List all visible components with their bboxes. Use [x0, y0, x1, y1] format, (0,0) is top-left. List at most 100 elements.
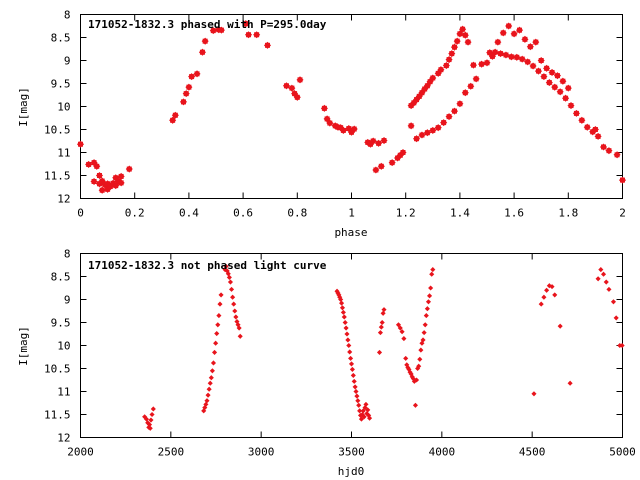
phased-data-point-core: [349, 129, 354, 135]
phased-data-point-core: [105, 181, 111, 187]
phased-y-tick-label: 9: [64, 55, 71, 68]
unphased-data-point: [212, 349, 218, 355]
phased-x-axis-label: phase: [334, 226, 367, 239]
phased-data-point-core: [289, 85, 295, 91]
phased-data-point-core: [408, 103, 414, 109]
unphased-data-point: [149, 411, 155, 418]
unphased-x-ticks: 2000 2500 3000 3500 4000 4500 5000: [67, 253, 636, 459]
phased-data-point-core: [441, 120, 447, 126]
phased-data-point-core: [118, 173, 124, 179]
phased-data-point-core: [573, 110, 579, 116]
unphased-data-point: [397, 325, 403, 331]
phased-data-point-core: [427, 79, 433, 85]
phased-chart-panel: 8 8.5 9 9.5 10 10.5 11 11.5 12 0 0.2 0.4 0.6 0.8 1 1.2…: [17, 9, 627, 239]
unphased-data-point: [421, 330, 427, 336]
phased-data-point-core: [503, 52, 509, 58]
phased-data-point-core: [389, 160, 395, 166]
phased-data-point-core: [560, 78, 566, 84]
phased-data-point-core: [283, 83, 289, 89]
unphased-data-point: [148, 417, 154, 423]
phased-data-point-core: [549, 69, 555, 75]
unphased-data-point: [600, 271, 607, 277]
unphased-data-point: [418, 347, 424, 353]
unphased-x-tick-label: 3000: [248, 446, 275, 459]
phased-data-point-core: [535, 68, 541, 74]
unphased-y-tick-label: 11.5: [44, 409, 71, 422]
phased-data-point-core: [511, 31, 517, 37]
phased-data-point-core: [324, 116, 330, 122]
phased-data-point-core: [172, 112, 178, 118]
phased-data-point-core: [78, 141, 83, 147]
phased-data-point-core: [522, 36, 528, 42]
unphased-data-point: [225, 271, 231, 277]
phased-data-point-core: [86, 161, 92, 167]
unphased-data-point: [416, 363, 422, 369]
phased-data-point-core: [118, 180, 124, 186]
unphased-data-point: [427, 293, 433, 299]
phased-data-point-core: [552, 84, 558, 90]
unphased-data-point: [380, 310, 386, 316]
phased-y-tick-label: 11: [57, 147, 70, 160]
phased-data-point-core: [297, 77, 303, 83]
phased-data-point-core: [400, 150, 406, 155]
unphased-data-point: [428, 285, 434, 291]
phased-data-point-core: [527, 44, 533, 50]
unphased-data-point: [357, 408, 363, 414]
phased-data-point-core: [397, 152, 403, 158]
phased-data-point-core: [243, 21, 249, 27]
phased-data-point-core: [424, 130, 430, 136]
phased-data-point-core: [470, 62, 476, 68]
phased-x-tick-label: 1.8: [558, 207, 578, 220]
unphased-data-point: [595, 276, 601, 282]
phased-data-point-core: [538, 58, 544, 63]
phased-data-points: [76, 20, 627, 194]
unphased-data-point: [413, 377, 420, 383]
unphased-y-tick-label: 9.5: [51, 317, 71, 330]
unphased-data-point: [355, 398, 361, 404]
unphased-data-point: [150, 406, 156, 412]
phased-data-point-core: [351, 126, 357, 132]
phased-data-point-core: [519, 56, 525, 62]
phased-data-point-core: [435, 70, 441, 76]
unphased-data-point: [146, 422, 153, 428]
phased-data-point-core: [500, 30, 506, 36]
phased-data-point-core: [395, 155, 401, 161]
phased-data-point-core: [113, 175, 119, 181]
phased-data-point-core: [430, 75, 436, 81]
phased-data-point-core: [367, 141, 373, 147]
unphased-data-point: [352, 384, 358, 390]
phased-data-point-core: [606, 148, 612, 154]
phased-data-point-core: [584, 124, 590, 130]
phased-y-tick-label: 10.5: [44, 124, 71, 137]
unphased-data-point: [381, 307, 387, 313]
phased-data-point-core: [189, 74, 195, 80]
unphased-data-point: [237, 333, 243, 339]
phased-data-point-core: [554, 73, 560, 79]
phased-data-point-core: [414, 97, 420, 103]
phased-data-point-core: [170, 117, 176, 123]
unphased-y-tick-label: 12: [57, 432, 70, 445]
phased-data-point-core: [451, 108, 457, 114]
phased-data-point-core: [91, 178, 97, 184]
unphased-data-point: [347, 349, 353, 355]
phased-data-point-core: [194, 71, 200, 77]
phased-y-axis-label: I[mag]: [17, 87, 30, 127]
phased-data-point-core: [321, 105, 327, 111]
phased-data-point-core: [292, 91, 298, 97]
unphased-data-point: [363, 401, 369, 407]
phased-data-point-core: [544, 65, 550, 71]
unphased-data-point: [213, 340, 219, 346]
phased-data-point-core: [563, 95, 569, 101]
unphased-x-axis-label: hjd0: [338, 465, 365, 478]
unphased-data-point: [205, 392, 211, 398]
unphased-data-point: [340, 309, 346, 315]
unphased-data-point: [424, 306, 430, 312]
phased-data-point-core: [378, 163, 384, 169]
phased-data-point-core: [489, 53, 495, 59]
unphased-plot-title: 171052-1832.3 not phased light curve: [88, 259, 327, 272]
phased-plot-title: 171052-1832.3 phased with P=295.0day: [88, 18, 327, 31]
unphased-data-point: [349, 366, 355, 372]
unphased-data-point: [339, 300, 345, 306]
phased-data-point-core: [517, 27, 523, 33]
